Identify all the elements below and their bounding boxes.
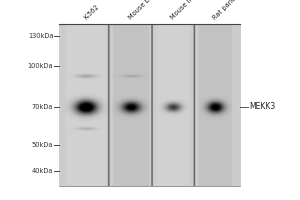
Text: Mouse brain: Mouse brain xyxy=(128,0,161,21)
Text: 70kDa: 70kDa xyxy=(32,104,53,110)
Text: MEKK3: MEKK3 xyxy=(249,102,275,111)
Text: Mouse liver: Mouse liver xyxy=(170,0,201,21)
Text: K-562: K-562 xyxy=(83,4,100,21)
Text: 50kDa: 50kDa xyxy=(32,142,53,148)
Text: Rat pancreas: Rat pancreas xyxy=(212,0,247,21)
Text: 40kDa: 40kDa xyxy=(32,168,53,174)
Text: 130kDa: 130kDa xyxy=(28,33,53,39)
Text: 100kDa: 100kDa xyxy=(28,63,53,69)
